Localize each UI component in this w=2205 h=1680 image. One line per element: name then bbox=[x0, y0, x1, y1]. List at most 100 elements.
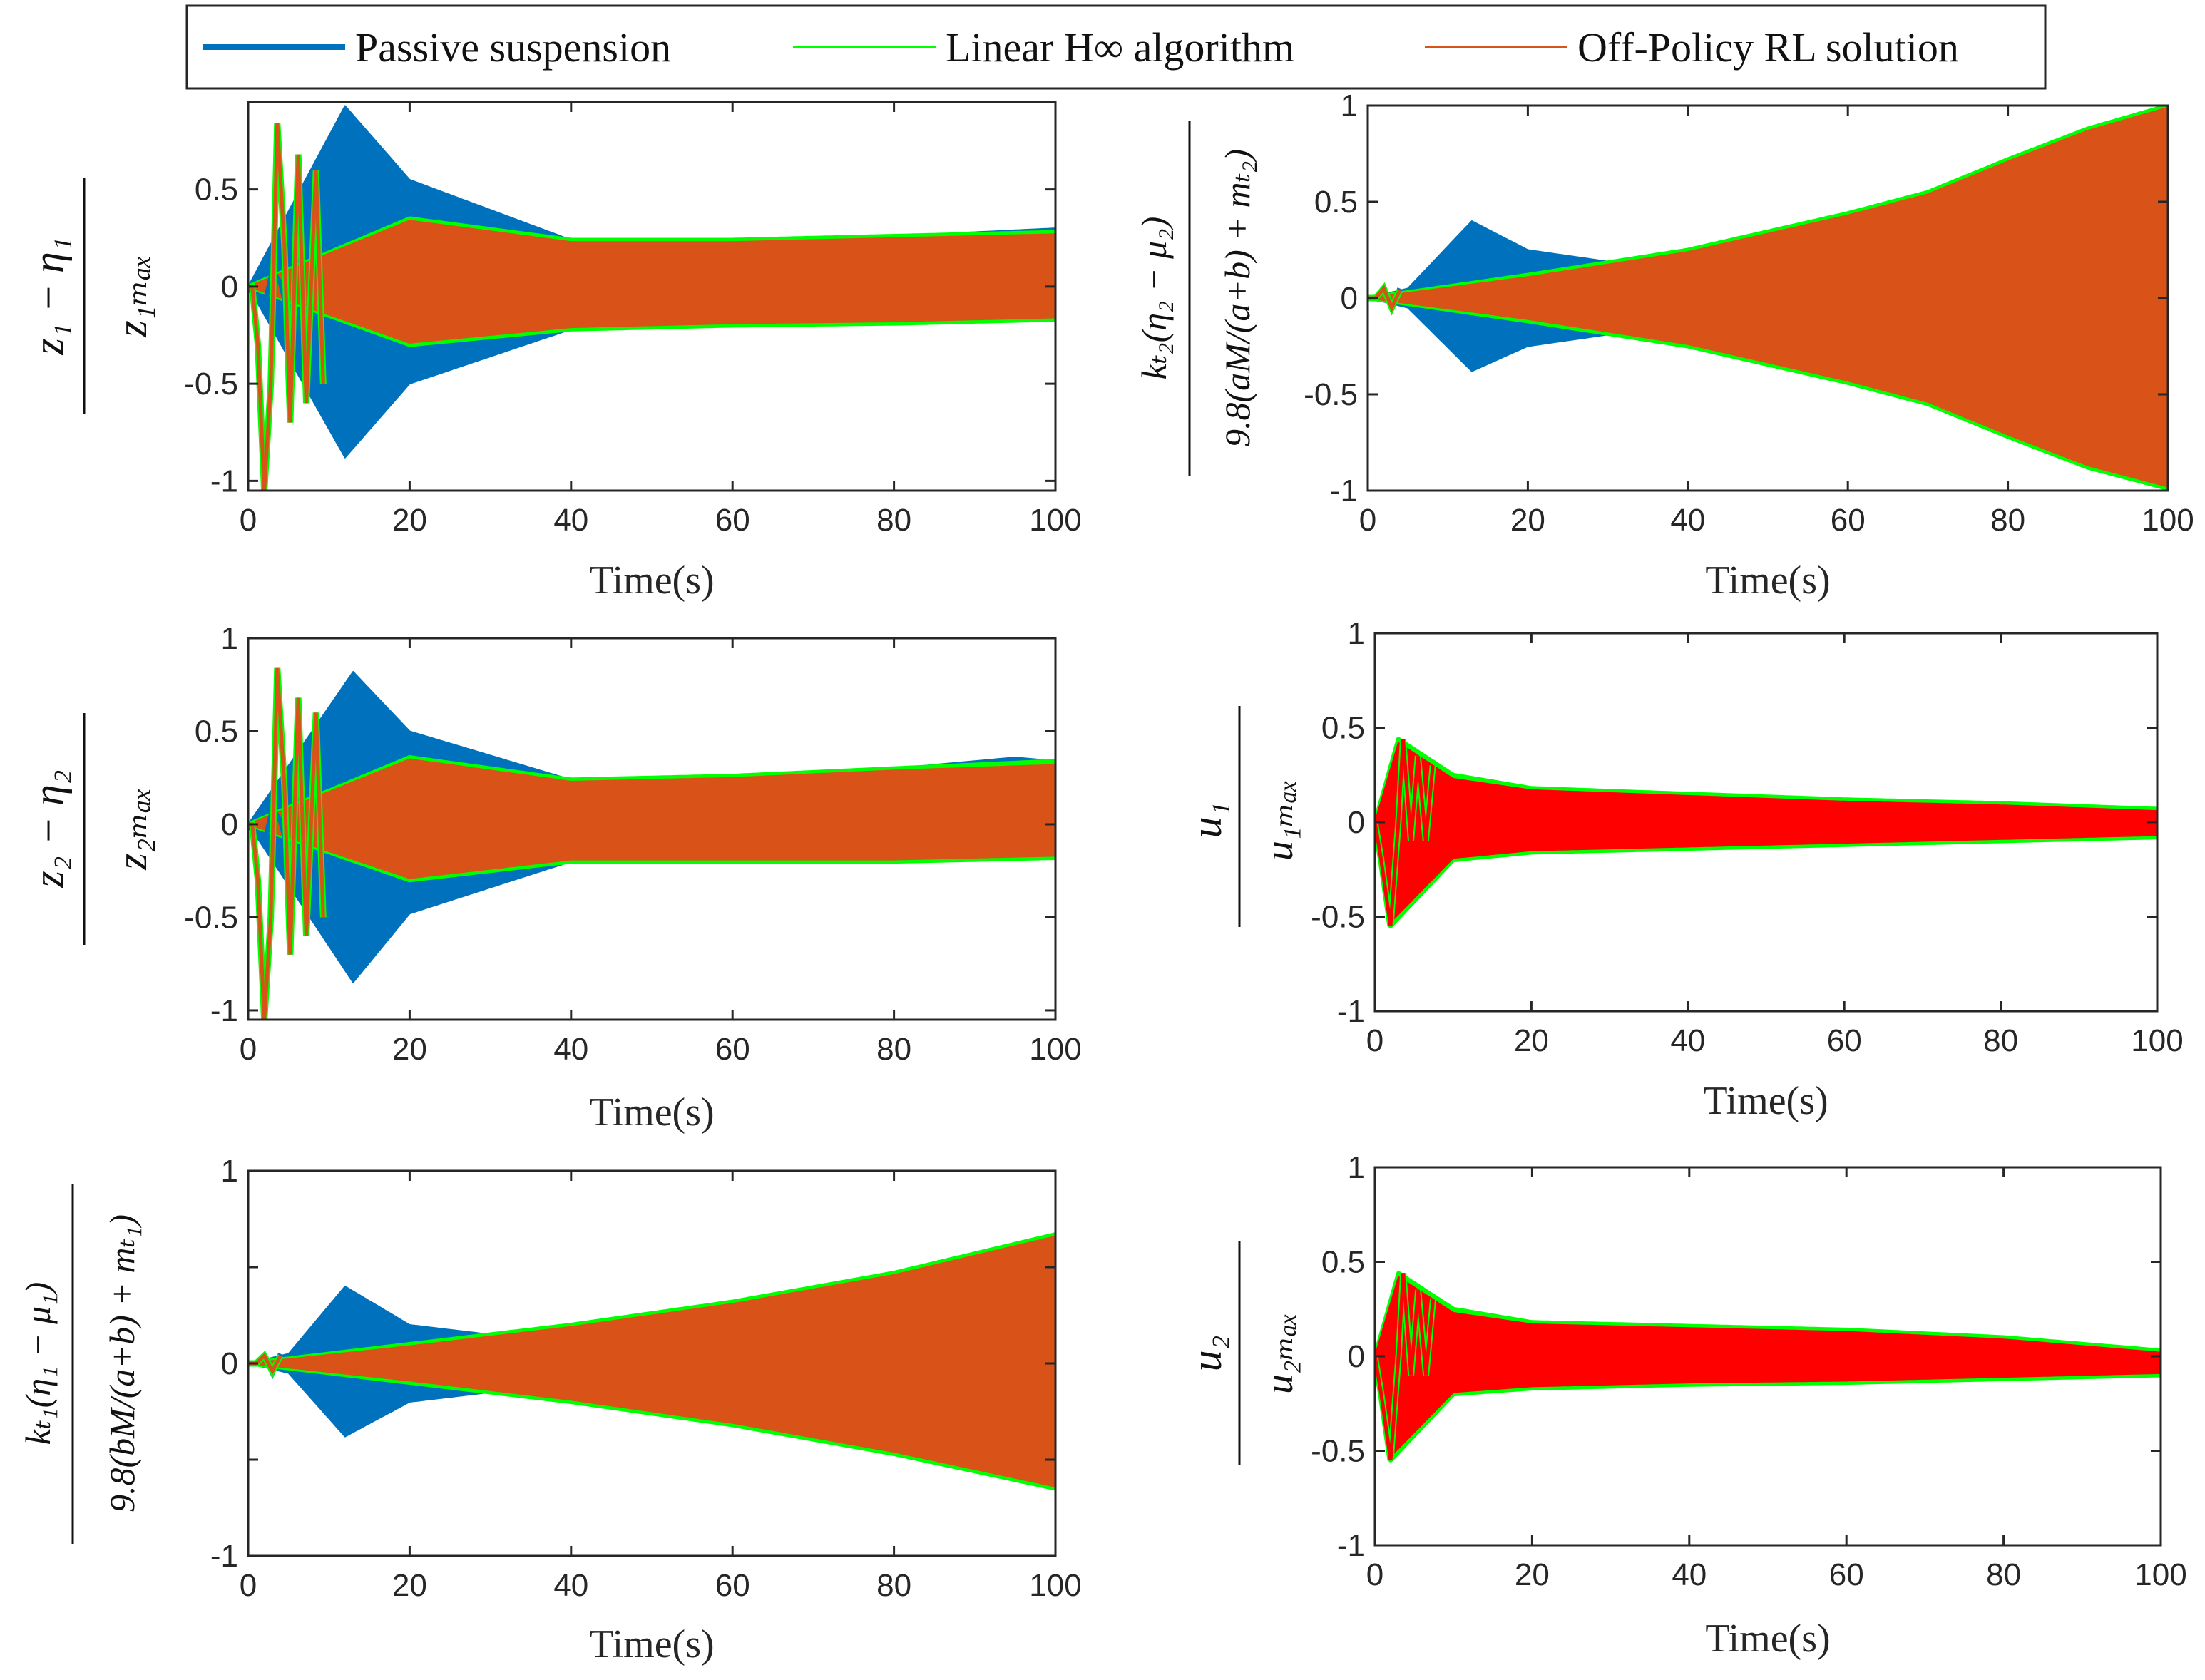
panel-4-ytick-label: 0.5 bbox=[1321, 711, 1365, 746]
panel-2-xtick-label: 60 bbox=[1831, 503, 1866, 538]
panel-5-ytick-label: -1 bbox=[210, 1539, 238, 1574]
panel-3-axes-box bbox=[247, 637, 1057, 1021]
panel-3-xtick-label: 60 bbox=[715, 1032, 750, 1067]
panel-2-ylabel-den: 9.8(aM/(a+b) + mₜ₂) bbox=[1217, 149, 1257, 447]
panel-1-xtick-label: 40 bbox=[553, 503, 588, 538]
panel-5-ylabel: kₜ₁(η₁ − μ₁) 9.8(bM/(a+b) + mₜ₁) bbox=[18, 1184, 142, 1544]
panel-1-ytick-label: 0.5 bbox=[195, 173, 238, 208]
panel-6-ytick-label: 1 bbox=[1348, 1150, 1365, 1185]
panel-2-ylabel: kₜ₂(η₂ − μ₂) 9.8(aM/(a+b) + mₜ₂) bbox=[1134, 121, 1257, 476]
panel-4-series-group bbox=[1375, 737, 2157, 928]
panel-2-xtick-label: 100 bbox=[2142, 503, 2194, 538]
panel-3-xtick-label: 80 bbox=[876, 1032, 911, 1067]
panel-3-xtick-label: 20 bbox=[392, 1032, 427, 1067]
panel-3-ylabel-num: z₂ − η₂ bbox=[25, 769, 72, 888]
panel-5-xtick-label: 100 bbox=[1029, 1568, 1081, 1603]
panel-6-ylabel-num: u₂ bbox=[1183, 1336, 1230, 1372]
panel-3-rl-transient bbox=[248, 667, 325, 1020]
panel-1-ytick-label: -1 bbox=[210, 463, 238, 498]
panel-4: u₁ u₁ₘₐₓ 0 20 40 60 80 100 -1 -0.5 0 0.5 1 Time(s) bbox=[1183, 616, 2184, 1123]
panel-2-plot: 0 20 40 60 80 100 -1 -0.5 0 0.5 1 bbox=[1304, 88, 2194, 538]
panel-1-xtick-label: 20 bbox=[392, 503, 427, 538]
panel-4-xtick-label: 60 bbox=[1827, 1023, 1862, 1058]
panel-5-xtick-label: 80 bbox=[876, 1568, 911, 1603]
panel-6-xtick-label: 0 bbox=[1366, 1557, 1383, 1592]
panel-4-ylabel: u₁ u₁ₘₐₓ bbox=[1183, 706, 1301, 927]
panel-2: kₜ₂(η₂ − μ₂) 9.8(aM/(a+b) + mₜ₂) 0 20 40 60… bbox=[1134, 88, 2194, 603]
panel-4-ytick-label: 1 bbox=[1348, 616, 1365, 651]
panel-2-ylabel-num: kₜ₂(η₂ − μ₂) bbox=[1134, 217, 1174, 380]
panel-1-axes-box bbox=[247, 101, 1057, 492]
legend-label-rl: Off-Policy RL solution bbox=[1577, 24, 1959, 71]
panel-6-ylabel-den: u₂ₘₐₓ bbox=[1257, 1313, 1301, 1394]
panel-1-xtick-label: 100 bbox=[1029, 503, 1081, 538]
panel-1-plot: 0 20 40 60 80 100 -1 -0.5 0 0.5 bbox=[184, 101, 1082, 538]
panel-6-ytick-label: 0 bbox=[1348, 1339, 1365, 1374]
panel-4-xlabel: Time(s) bbox=[1703, 1079, 1828, 1123]
panel-1-ylabel-den: z₁ₘₐₓ bbox=[108, 255, 155, 338]
panel-1-ytick-label: 0 bbox=[221, 270, 238, 304]
panel-4-xtick-label: 100 bbox=[2131, 1023, 2183, 1058]
panel-6-xtick-label: 20 bbox=[1515, 1557, 1550, 1592]
panel-3-ytick-label: 1 bbox=[221, 621, 238, 656]
panel-4-ytick-label: -0.5 bbox=[1311, 900, 1365, 935]
panel-6-series-group bbox=[1375, 1271, 2161, 1463]
panel-3-xlabel: Time(s) bbox=[589, 1090, 714, 1134]
panel-6-ytick-label: -1 bbox=[1337, 1528, 1365, 1563]
panel-4-xtick-label: 20 bbox=[1514, 1023, 1549, 1058]
panel-2-ytick-label: -0.5 bbox=[1304, 377, 1358, 412]
panel-4-xtick-label: 40 bbox=[1670, 1023, 1705, 1058]
panel-2-ytick-label: 1 bbox=[1341, 88, 1358, 123]
panel-1-rl-envelope bbox=[248, 220, 1055, 344]
legend-label-passive: Passive suspension bbox=[355, 24, 671, 71]
panel-3-plot: 0 20 40 60 80 100 -1 -0.5 0 0.5 1 bbox=[184, 621, 1082, 1067]
panel-4-ylabel-den: u₁ₘₐₓ bbox=[1257, 779, 1301, 861]
panel-3-xtick-label: 40 bbox=[553, 1032, 588, 1067]
panel-3: z₂ − η₂ z₂ₘₐₓ 0 20 40 60 80 100 -1 -0.5 0 0.5 1 Ti… bbox=[25, 621, 1082, 1134]
panel-5-plot: 0 20 40 60 80 100-101 bbox=[210, 1154, 1082, 1603]
panel-1-xtick-label: 60 bbox=[715, 503, 750, 538]
panel-1-xtick-label: 80 bbox=[876, 503, 911, 538]
panel-5-rl-envelope bbox=[248, 1235, 1055, 1487]
panel-4-rl-envelope bbox=[1375, 742, 2157, 923]
panel-3-rl-envelope bbox=[248, 758, 1055, 879]
panel-3-ytick-label: -0.5 bbox=[184, 900, 238, 935]
panel-3-ytick-label: 0.5 bbox=[195, 714, 238, 749]
panel-2-series-group bbox=[1368, 106, 2168, 491]
panel-6-xtick-label: 100 bbox=[2134, 1557, 2186, 1592]
panel-6-ytick-label: 0.5 bbox=[1321, 1245, 1365, 1280]
panel-6: u₂ u₂ₘₐₓ 0 20 40 60 80 100 -1 -0.5 0 0.5 1 Time(s) bbox=[1183, 1150, 2187, 1661]
panel-2-ytick-label: -1 bbox=[1330, 473, 1358, 508]
panel-6-plot: 0 20 40 60 80 100 -1 -0.5 0 0.5 1 bbox=[1311, 1150, 2187, 1592]
panel-5-xlabel: Time(s) bbox=[589, 1622, 714, 1666]
legend-box bbox=[185, 4, 2047, 90]
panel-3-xtick-label: 100 bbox=[1029, 1032, 1081, 1067]
panel-4-ytick-label: -1 bbox=[1337, 994, 1365, 1029]
panel-5-series-group bbox=[248, 1232, 1055, 1491]
panel-2-xlabel: Time(s) bbox=[1705, 558, 1830, 603]
legend: Passive suspension Linear H∞ algorithm O… bbox=[185, 4, 2047, 90]
panel-6-xlabel: Time(s) bbox=[1705, 1617, 1830, 1661]
panel-1-ytick-label: -0.5 bbox=[184, 367, 238, 401]
panel-4-ytick-label: 0 bbox=[1348, 805, 1365, 840]
panel-2-xtick-label: 80 bbox=[1990, 503, 2025, 538]
panel-4-plot: 0 20 40 60 80 100 -1 -0.5 0 0.5 1 bbox=[1311, 616, 2184, 1058]
panel-5-ylabel-num: kₜ₁(η₁ − μ₁) bbox=[18, 1282, 58, 1445]
panel-2-xtick-label: 20 bbox=[1510, 503, 1545, 538]
panel-2-ytick-label: 0 bbox=[1341, 281, 1358, 316]
panel-6-ylabel: u₂ u₂ₘₐₓ bbox=[1183, 1241, 1301, 1465]
panel-6-ytick-label: -0.5 bbox=[1311, 1434, 1365, 1469]
panel-1-ylabel: z₁ − η₁ z₁ₘₐₓ bbox=[25, 178, 155, 414]
panel-4-ylabel-num: u₁ bbox=[1183, 802, 1230, 839]
panel-6-rl-transient bbox=[1375, 1273, 1435, 1461]
panel-2-xtick-label: 40 bbox=[1670, 503, 1705, 538]
panel-5-ytick-label: 0 bbox=[221, 1346, 238, 1381]
panel-5-xtick-label: 0 bbox=[240, 1568, 257, 1603]
panel-3-series-group bbox=[248, 667, 1055, 1020]
panel-5-xtick-label: 40 bbox=[553, 1568, 588, 1603]
panel-6-xtick-label: 60 bbox=[1829, 1557, 1864, 1592]
panel-2-rl-envelope bbox=[1368, 106, 2168, 488]
panel-4-xtick-label: 80 bbox=[1983, 1023, 2018, 1058]
panel-1-xlabel: Time(s) bbox=[589, 558, 714, 603]
